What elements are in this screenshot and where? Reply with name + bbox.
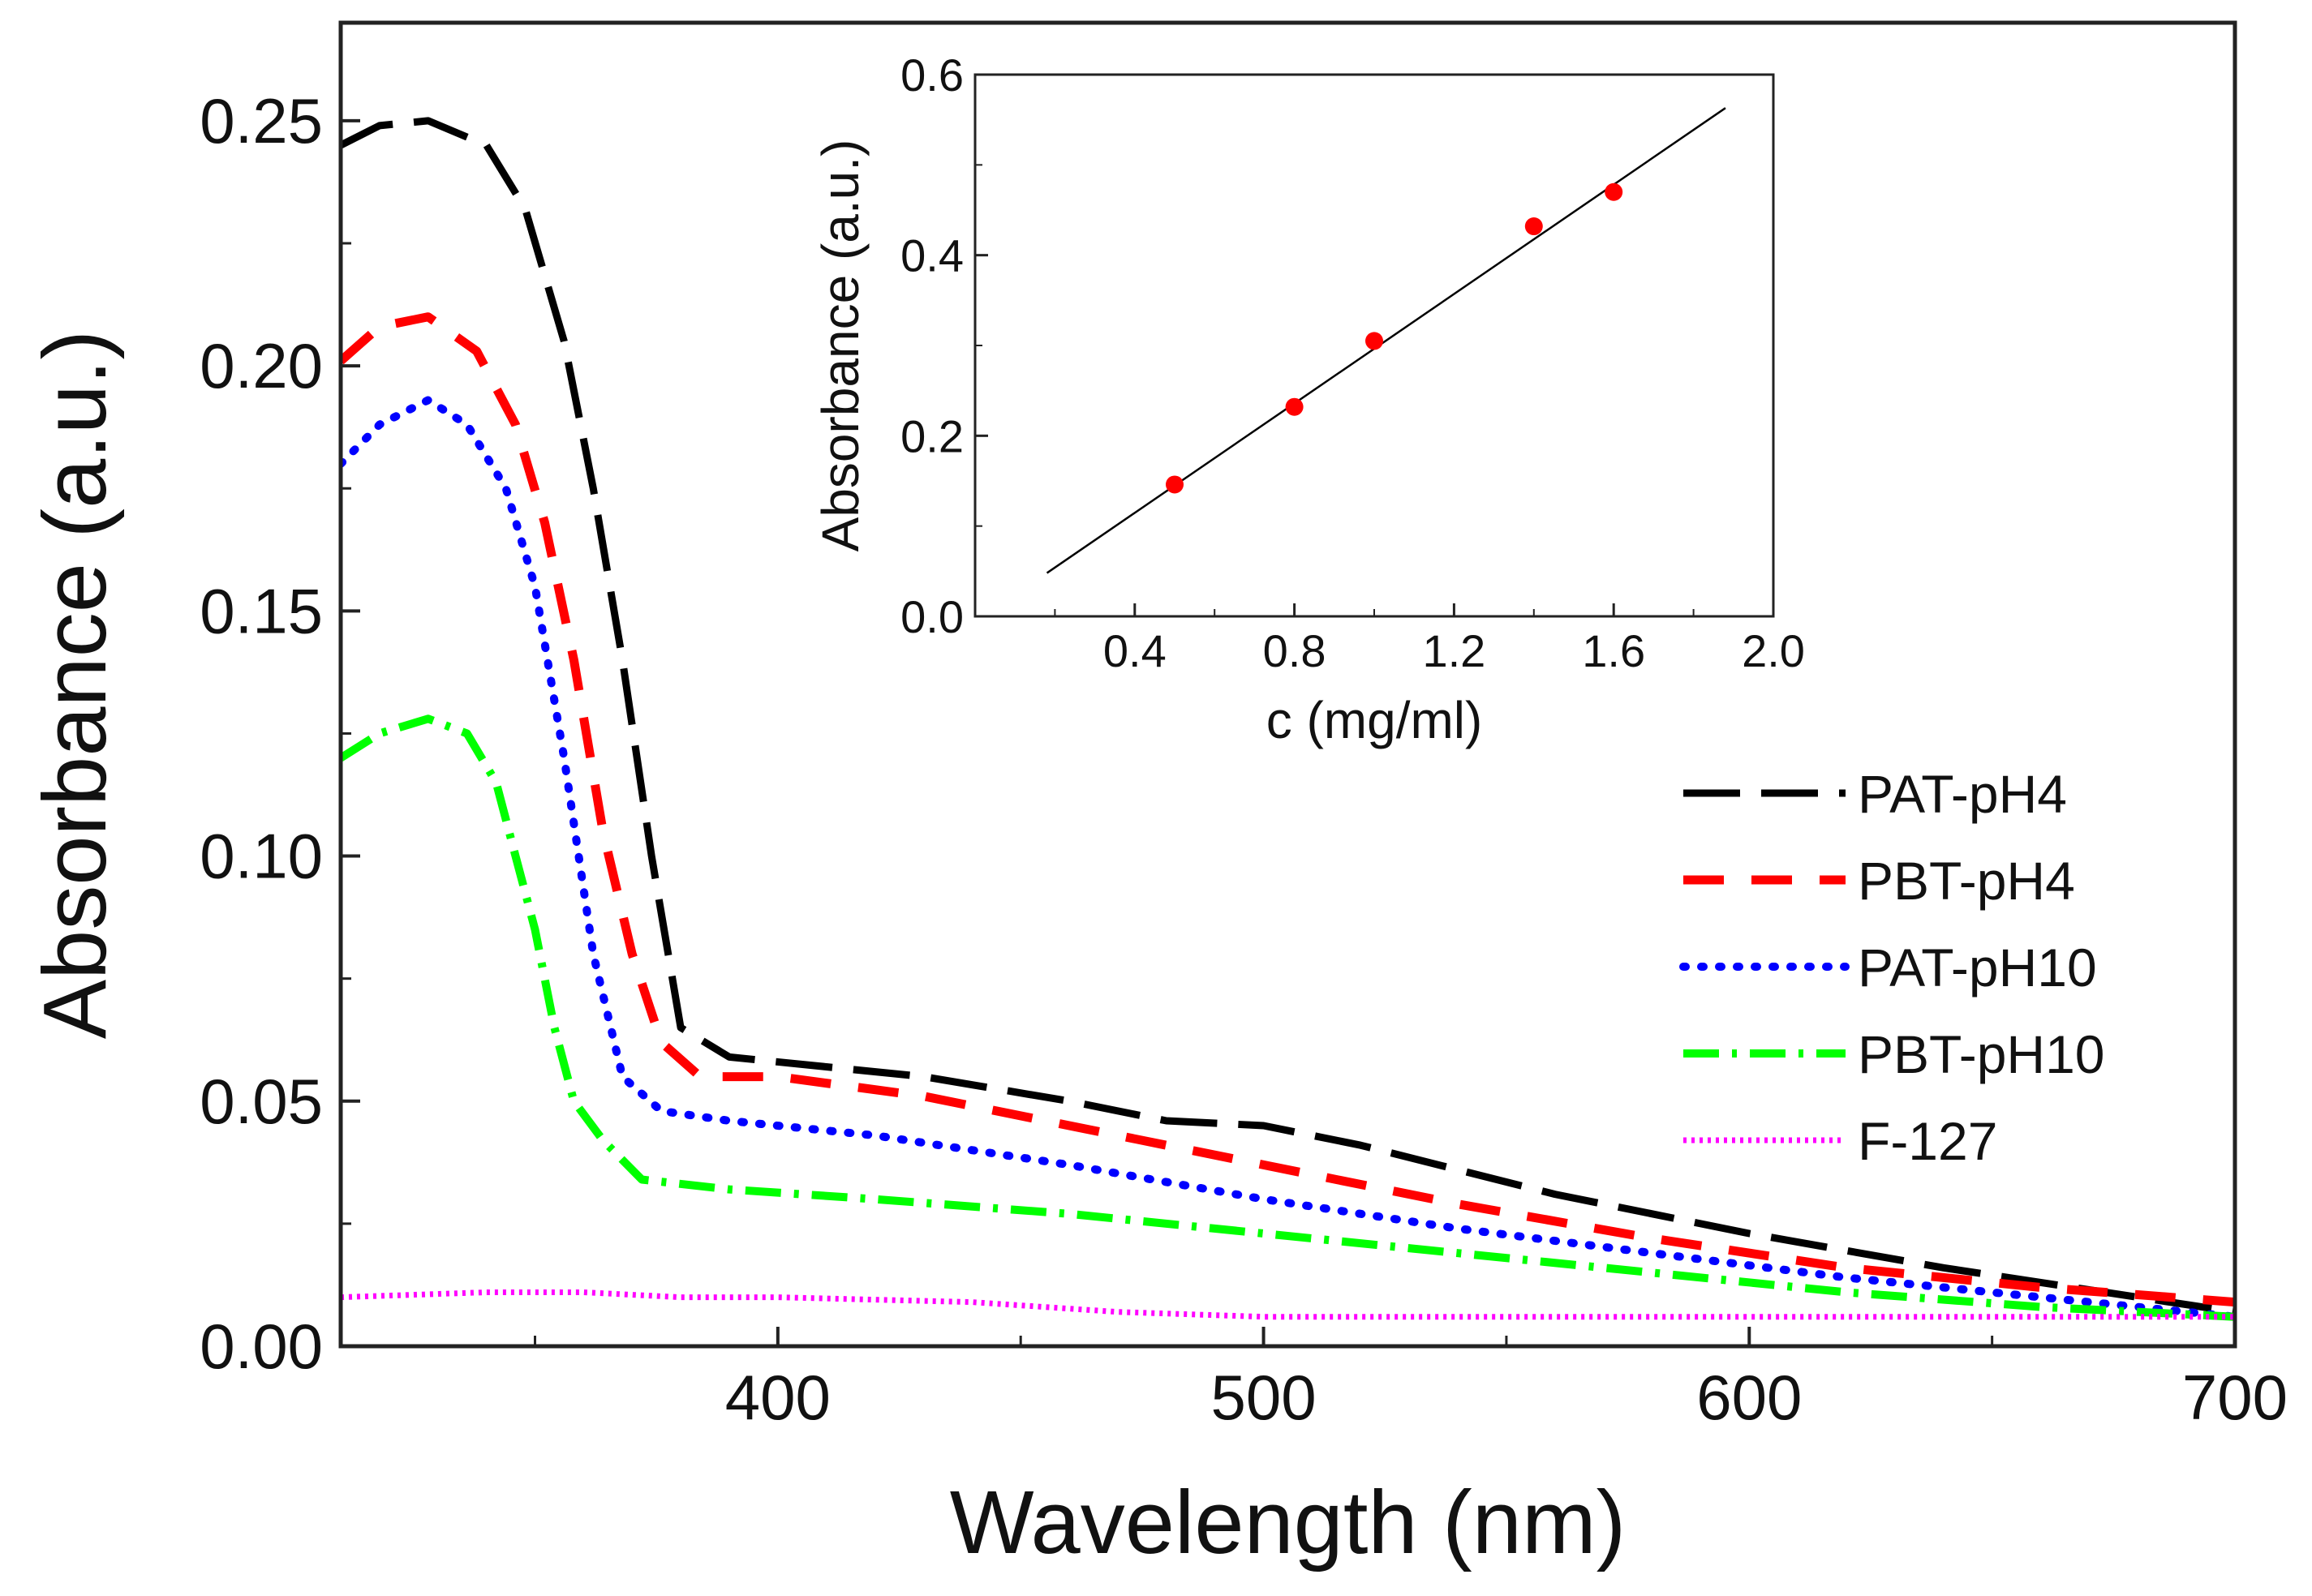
y-tick-label: 0.10 [200, 821, 323, 892]
series-line-pbt-ph10 [341, 714, 2235, 1321]
y-tick-label: 0.05 [200, 1066, 323, 1137]
series-line-f-127 [341, 1289, 2235, 1320]
legend-label: F-127 [1858, 1111, 1997, 1171]
inset-x-tick-label: 1.2 [1422, 625, 1485, 676]
legend: PAT-pH4 PBT-pH4 PAT-pH10 PBT-pH10 F-127 [1679, 764, 2104, 1171]
y-tick-label: 0.00 [200, 1311, 323, 1382]
inset-x-tick-label: 2.0 [1742, 625, 1805, 676]
inset-plot: 0.0 0.2 0.4 0.6 0.4 0.8 1.2 1.6 2.0 c (mg/ml) Abso… [811, 49, 1805, 749]
inset-data-point [1285, 397, 1304, 416]
legend-label: PBT-pH10 [1858, 1024, 2104, 1084]
y-axis-title: Absorbance (a.u.) [25, 330, 125, 1039]
series-line-pat-ph4 [341, 117, 2235, 1316]
inset-x-axis-title: c (mg/ml) [1266, 691, 1483, 749]
x-tick-label: 700 [2182, 1362, 2288, 1433]
series-line-pbt-ph4 [341, 312, 2235, 1307]
inset-y-axis-title: Absorbance (a.u.) [811, 139, 870, 552]
main-series-group [341, 117, 2235, 1321]
inset-x-tick-label: 1.6 [1582, 625, 1645, 676]
inset-x-tick-label: 0.4 [1103, 625, 1167, 676]
x-axis-title: Wavelength (nm) [950, 1473, 1626, 1572]
y-tick-label: 0.15 [200, 575, 323, 646]
legend-label: PAT-pH4 [1858, 764, 2067, 824]
x-tick-label: 500 [1210, 1362, 1316, 1433]
legend-label: PAT-pH10 [1858, 937, 2097, 998]
inset-data-point [1605, 182, 1623, 201]
main-plot: 0.00 0.05 0.10 0.15 0.20 0.25 400 500 600 700 Wave… [25, 20, 2288, 1572]
legend-label: PBT-pH4 [1858, 851, 2075, 911]
inset-data-point [1166, 475, 1184, 494]
inset-y-tick-label: 0.6 [900, 49, 964, 101]
y-tick-label: 0.20 [200, 330, 323, 401]
inset-y-tick-label: 0.4 [900, 230, 964, 281]
main-plot-frame [338, 20, 2237, 1349]
inset-data-point [1524, 217, 1543, 236]
y-tick-label: 0.25 [200, 85, 323, 157]
inset-x-tick-label: 0.8 [1263, 625, 1326, 676]
inset-y-tick-label: 0.0 [900, 591, 964, 642]
x-tick-label: 400 [725, 1362, 831, 1433]
x-tick-label: 600 [1696, 1362, 1802, 1433]
inset-y-tick-label: 0.2 [900, 410, 964, 461]
inset-data-point [1365, 332, 1383, 350]
